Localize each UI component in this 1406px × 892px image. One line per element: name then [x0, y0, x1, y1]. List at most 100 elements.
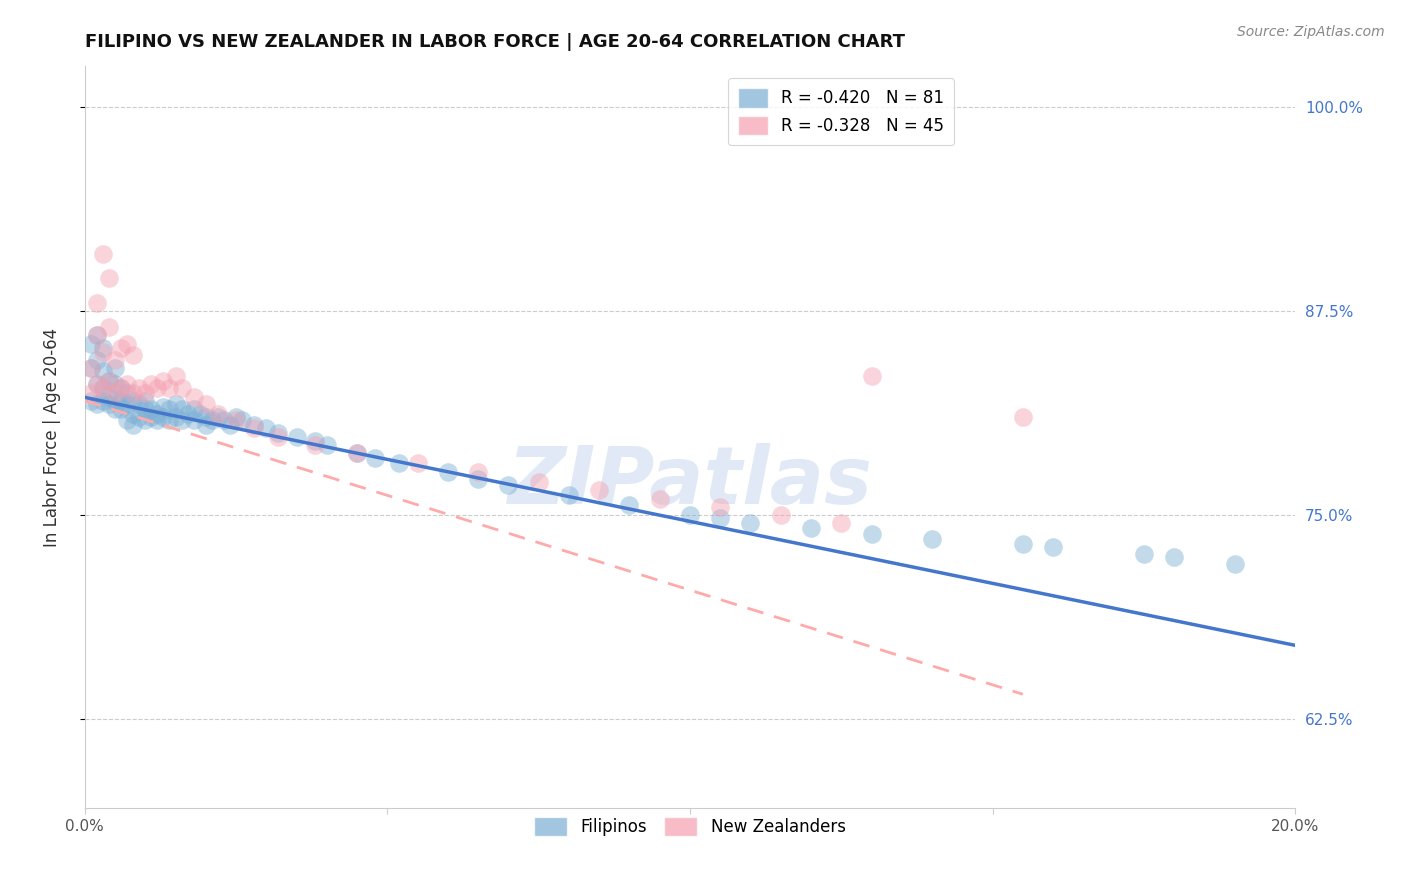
Point [467, 472, 489, 486]
Point [128, 409, 150, 424]
Point [285, 429, 308, 443]
Point [800, 521, 823, 535]
Point [110, 393, 132, 408]
Point [122, 385, 145, 400]
Point [304, 438, 326, 452]
Point [527, 475, 550, 490]
Point [1042, 541, 1064, 555]
Point [1223, 557, 1246, 571]
Point [122, 418, 145, 433]
Point [110, 381, 132, 395]
Point [80, 361, 103, 376]
Point [183, 401, 205, 416]
Point [165, 397, 187, 411]
Point [110, 381, 132, 395]
Point [104, 352, 127, 367]
Point [86, 397, 108, 411]
Point [104, 385, 127, 400]
Point [709, 511, 731, 525]
Point [364, 450, 387, 465]
Point [91, 393, 114, 408]
Point [141, 377, 163, 392]
Point [97, 271, 120, 285]
Point [619, 498, 641, 512]
Point [170, 381, 193, 395]
Point [104, 393, 127, 408]
Point [86, 328, 108, 343]
Point [467, 466, 489, 480]
Point [104, 377, 127, 392]
Point [110, 342, 132, 356]
Point [315, 438, 337, 452]
Point [243, 421, 266, 435]
Point [110, 401, 132, 416]
Point [146, 407, 169, 421]
Point [91, 344, 114, 359]
Point [86, 377, 108, 392]
Text: Source: ZipAtlas.com: Source: ZipAtlas.com [1237, 25, 1385, 39]
Text: ZIPatlas: ZIPatlas [508, 443, 873, 521]
Point [830, 516, 852, 530]
Point [80, 336, 103, 351]
Point [921, 533, 943, 547]
Point [152, 400, 174, 414]
Point [122, 393, 145, 408]
Point [134, 401, 156, 416]
Point [86, 352, 108, 367]
Point [183, 413, 205, 427]
Point [267, 429, 290, 443]
Point [212, 413, 235, 427]
Point [134, 413, 156, 427]
Point [97, 391, 120, 405]
Point [128, 381, 150, 395]
Point [122, 407, 145, 421]
Point [159, 413, 181, 427]
Point [346, 446, 368, 460]
Point [115, 385, 138, 400]
Point [141, 401, 163, 416]
Point [115, 377, 138, 392]
Point [170, 413, 193, 427]
Point [194, 409, 217, 424]
Point [176, 407, 198, 421]
Point [254, 421, 277, 435]
Point [80, 393, 103, 408]
Point [104, 361, 127, 376]
Point [152, 374, 174, 388]
Point [1011, 409, 1033, 424]
Point [97, 374, 120, 388]
Point [146, 413, 169, 427]
Point [225, 413, 247, 427]
Point [122, 348, 145, 362]
Point [769, 508, 792, 522]
Point [225, 409, 247, 424]
Point [115, 336, 138, 351]
Point [91, 381, 114, 395]
Point [1133, 547, 1156, 561]
Point [86, 328, 108, 343]
Point [91, 342, 114, 356]
Point [80, 385, 103, 400]
Point [97, 374, 120, 388]
Point [188, 407, 211, 421]
Point [97, 320, 120, 334]
Legend: Filipinos, New Zealanders: Filipinos, New Zealanders [526, 809, 853, 845]
Point [207, 409, 229, 424]
Point [86, 377, 108, 392]
Text: FILIPINO VS NEW ZEALANDER IN LABOR FORCE | AGE 20-64 CORRELATION CHART: FILIPINO VS NEW ZEALANDER IN LABOR FORCE… [84, 33, 904, 51]
Point [146, 381, 169, 395]
Point [115, 397, 138, 411]
Point [498, 478, 520, 492]
Point [219, 418, 242, 433]
Point [243, 418, 266, 433]
Point [1011, 537, 1033, 551]
Point [406, 456, 429, 470]
Point [134, 393, 156, 408]
Point [170, 401, 193, 416]
Point [128, 397, 150, 411]
Point [97, 397, 120, 411]
Point [115, 413, 138, 427]
Point [86, 295, 108, 310]
Point [558, 488, 581, 502]
Point [709, 500, 731, 514]
